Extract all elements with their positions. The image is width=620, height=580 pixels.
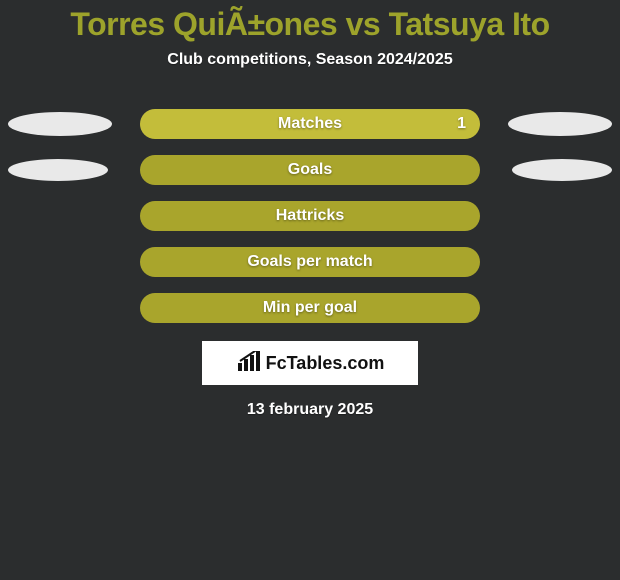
- stat-bar-label: Matches: [278, 115, 342, 133]
- left-value-ellipse: [8, 159, 108, 181]
- left-value-ellipse: [8, 112, 112, 136]
- stat-row: Goals per match: [0, 247, 620, 277]
- stat-bar: Goals: [140, 155, 480, 185]
- fctables-chart-icon: [236, 351, 262, 376]
- stat-bar-value: 1: [457, 115, 466, 133]
- subtitle: Club competitions, Season 2024/2025: [0, 51, 620, 69]
- stat-bar: Min per goal: [140, 293, 480, 323]
- logo-box: FcTables.com: [202, 341, 418, 385]
- stat-row: Hattricks: [0, 201, 620, 231]
- stat-bar: Matches 1: [140, 109, 480, 139]
- stat-bar: Hattricks: [140, 201, 480, 231]
- stat-bar-label: Min per goal: [263, 299, 357, 317]
- stat-rows: Matches 1 Goals Hattricks Goals per match Min…: [0, 109, 620, 323]
- page-title: Torres QuiÃ±ones vs Tatsuya Ito: [0, 0, 620, 43]
- date-text: 13 february 2025: [0, 401, 620, 419]
- stat-row: Matches 1: [0, 109, 620, 139]
- stat-row: Goals: [0, 155, 620, 185]
- right-value-ellipse: [512, 159, 612, 181]
- stat-bar-label: Goals: [288, 161, 332, 179]
- stat-bar: Goals per match: [140, 247, 480, 277]
- stat-bar-label: Goals per match: [247, 253, 372, 271]
- logo-text: FcTables.com: [266, 353, 385, 374]
- stat-bar-label: Hattricks: [276, 207, 344, 225]
- stat-row: Min per goal: [0, 293, 620, 323]
- right-value-ellipse: [508, 112, 612, 136]
